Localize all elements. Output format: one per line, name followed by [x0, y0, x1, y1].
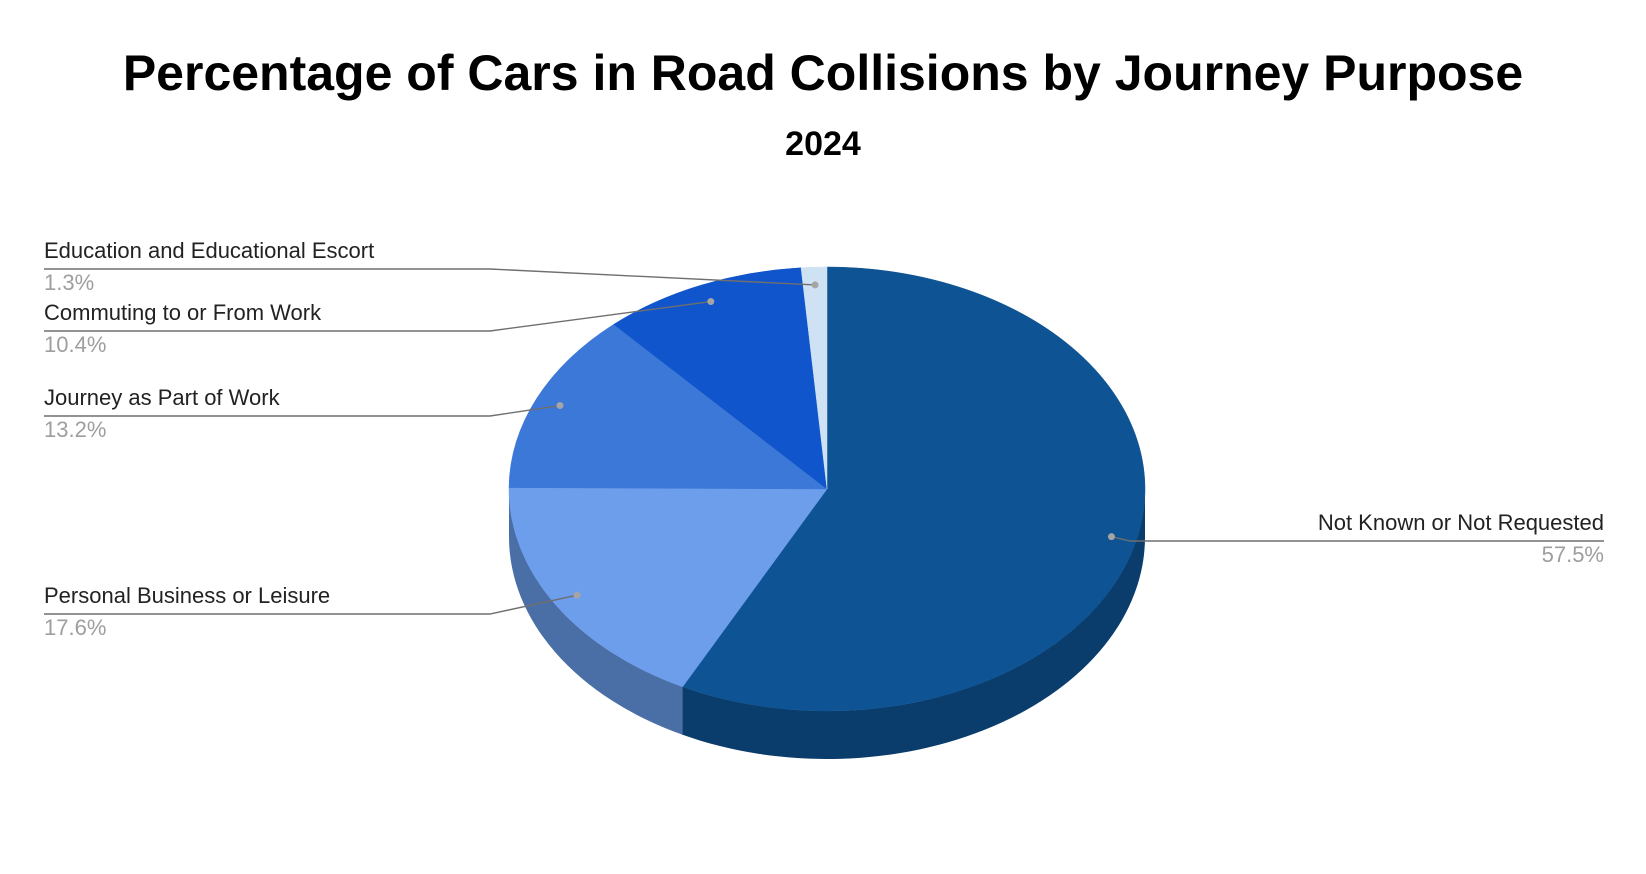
leader-line: [44, 404, 561, 417]
chart-subtitle: 2024: [785, 125, 861, 163]
pie-slice: [508, 324, 828, 490]
leader-dot: [573, 591, 581, 599]
leader-line: [44, 300, 711, 332]
pie-labels: Not Known or Not Requested 57.5% Personal …: [44, 238, 1604, 640]
slice-value-label: 10.4%: [44, 332, 106, 357]
slice-value-label: 17.6%: [44, 615, 106, 640]
slice-label: Education and Educational Escort: [44, 238, 374, 263]
pie-top: [508, 266, 1146, 712]
slice-label: Journey as Part of Work: [44, 385, 281, 410]
pie-slice: [508, 487, 828, 688]
leader-line: [44, 268, 816, 286]
slice-value-label: 57.5%: [1542, 542, 1604, 567]
pie-slice: [800, 266, 828, 490]
slice-value-label: 1.3%: [44, 270, 94, 295]
leader-dot: [556, 402, 564, 410]
leader-line: [1111, 535, 1604, 542]
leader-dot: [811, 281, 819, 289]
slice-label: Not Known or Not Requested: [1318, 510, 1604, 535]
pie-slice-side: [509, 489, 683, 735]
chart-title: Percentage of Cars in Road Collisions by…: [123, 45, 1523, 101]
pie-slice-side: [682, 489, 1145, 760]
pie-slice: [613, 267, 828, 490]
slice-label: Personal Business or Leisure: [44, 583, 330, 608]
pie-sides: [509, 489, 1145, 760]
leader-line: [44, 594, 578, 615]
leader-dot: [707, 298, 715, 306]
leader-dot: [1107, 533, 1115, 541]
slice-label: Commuting to or From Work: [44, 300, 322, 325]
slice-value-label: 13.2%: [44, 417, 106, 442]
